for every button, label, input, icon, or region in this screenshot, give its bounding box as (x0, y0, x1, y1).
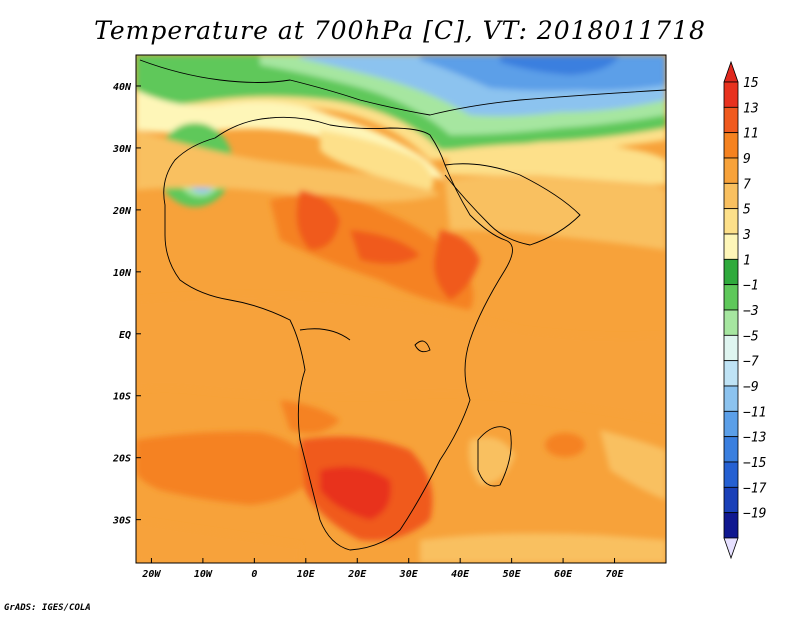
colorbar-label: −17 (743, 481, 767, 496)
colorbar-label: −7 (743, 355, 759, 370)
colorbar-swatch (723, 512, 739, 539)
colorbar-label: 15 (743, 76, 759, 91)
colorbar-bottom-arrow (723, 537, 739, 560)
temperature-field (136, 55, 666, 563)
colorbar-swatch (723, 284, 739, 311)
colorbar-label: 9 (743, 152, 751, 167)
colorbar-label: 1 (743, 253, 751, 268)
colorbar-swatch (723, 486, 739, 514)
lat-tick-label: 20S (112, 454, 131, 465)
lon-tick-label: 10W (194, 569, 213, 580)
colorbar-swatch (723, 334, 739, 362)
lon-tick-label: 40E (451, 569, 470, 580)
lon-tick-label: 30E (399, 569, 419, 580)
colorbar-label: −13 (743, 431, 766, 446)
map-title: Temperature at 700hPa [C], VT: 201801171… (94, 16, 706, 45)
colorbar-top-arrow (723, 60, 739, 83)
colorbar-label: 7 (743, 177, 751, 192)
lon-tick-label: 50E (503, 569, 522, 580)
colorbar-label: −1 (743, 279, 759, 294)
lon-tick-label: 10E (297, 569, 316, 580)
colorbar-label: −5 (743, 329, 759, 344)
lat-tick-label: 30N (112, 144, 132, 155)
colorbar-label: 5 (743, 203, 751, 218)
lat-tick-label: 40N (113, 82, 132, 93)
lon-tick-label: 0 (251, 569, 257, 580)
credit-text: GrADS: IGES/COLA (4, 603, 91, 613)
colorbar-swatch (723, 233, 739, 260)
lon-tick-label: 60E (554, 569, 573, 580)
colorbar-swatch (723, 182, 739, 210)
lon-tick-label: 20E (347, 569, 367, 580)
colorbar-swatch (723, 309, 739, 336)
colorbar-swatch (723, 385, 739, 412)
colorbar-swatch (723, 81, 739, 108)
colorbar-swatch (723, 157, 739, 184)
colorbar-label: 3 (742, 228, 751, 243)
lat-tick-label: 20N (112, 206, 132, 217)
lat-tick-label: 10S (113, 392, 131, 403)
colorbar-swatch (723, 461, 739, 488)
colorbar-label: 13 (743, 101, 759, 116)
colorbar-label: −15 (743, 456, 767, 471)
colorbar-label: −3 (743, 304, 759, 319)
colorbar-label: −11 (743, 405, 766, 420)
colorbar-swatch (723, 360, 739, 387)
colorbar-swatch (723, 258, 739, 286)
lat-tick-label: 10N (113, 268, 132, 279)
colorbar-label: −9 (743, 380, 759, 395)
lon-tick-label: 70E (606, 569, 625, 580)
latitude-axis: 40N 30N 20N 10N EQ 10S 20S 30S (112, 82, 141, 527)
colorbar-swatch (723, 106, 739, 134)
colorbar-label: 11 (743, 127, 759, 142)
colorbar-swatch (723, 132, 739, 159)
lat-tick-label: 30S (112, 516, 131, 527)
plot-frame (135, 54, 667, 564)
colorbar-swatch (723, 410, 739, 438)
lat-tick-label: EQ (119, 330, 131, 341)
coastline-outlines (139, 59, 666, 551)
lon-tick-label: 20W (141, 569, 161, 580)
colorbar-swatch (723, 208, 739, 235)
colorbar: 15 13 11 9 7 5 3 1 −1 −3 −5 −7 −9 −11 −13 −15 −17 −19 (723, 60, 767, 560)
longitude-axis: 20W 10W 0 10E 20E 30E 40E 50E 60E 70E (141, 558, 625, 580)
colorbar-swatch (723, 436, 739, 463)
colorbar-label: −19 (743, 507, 766, 522)
